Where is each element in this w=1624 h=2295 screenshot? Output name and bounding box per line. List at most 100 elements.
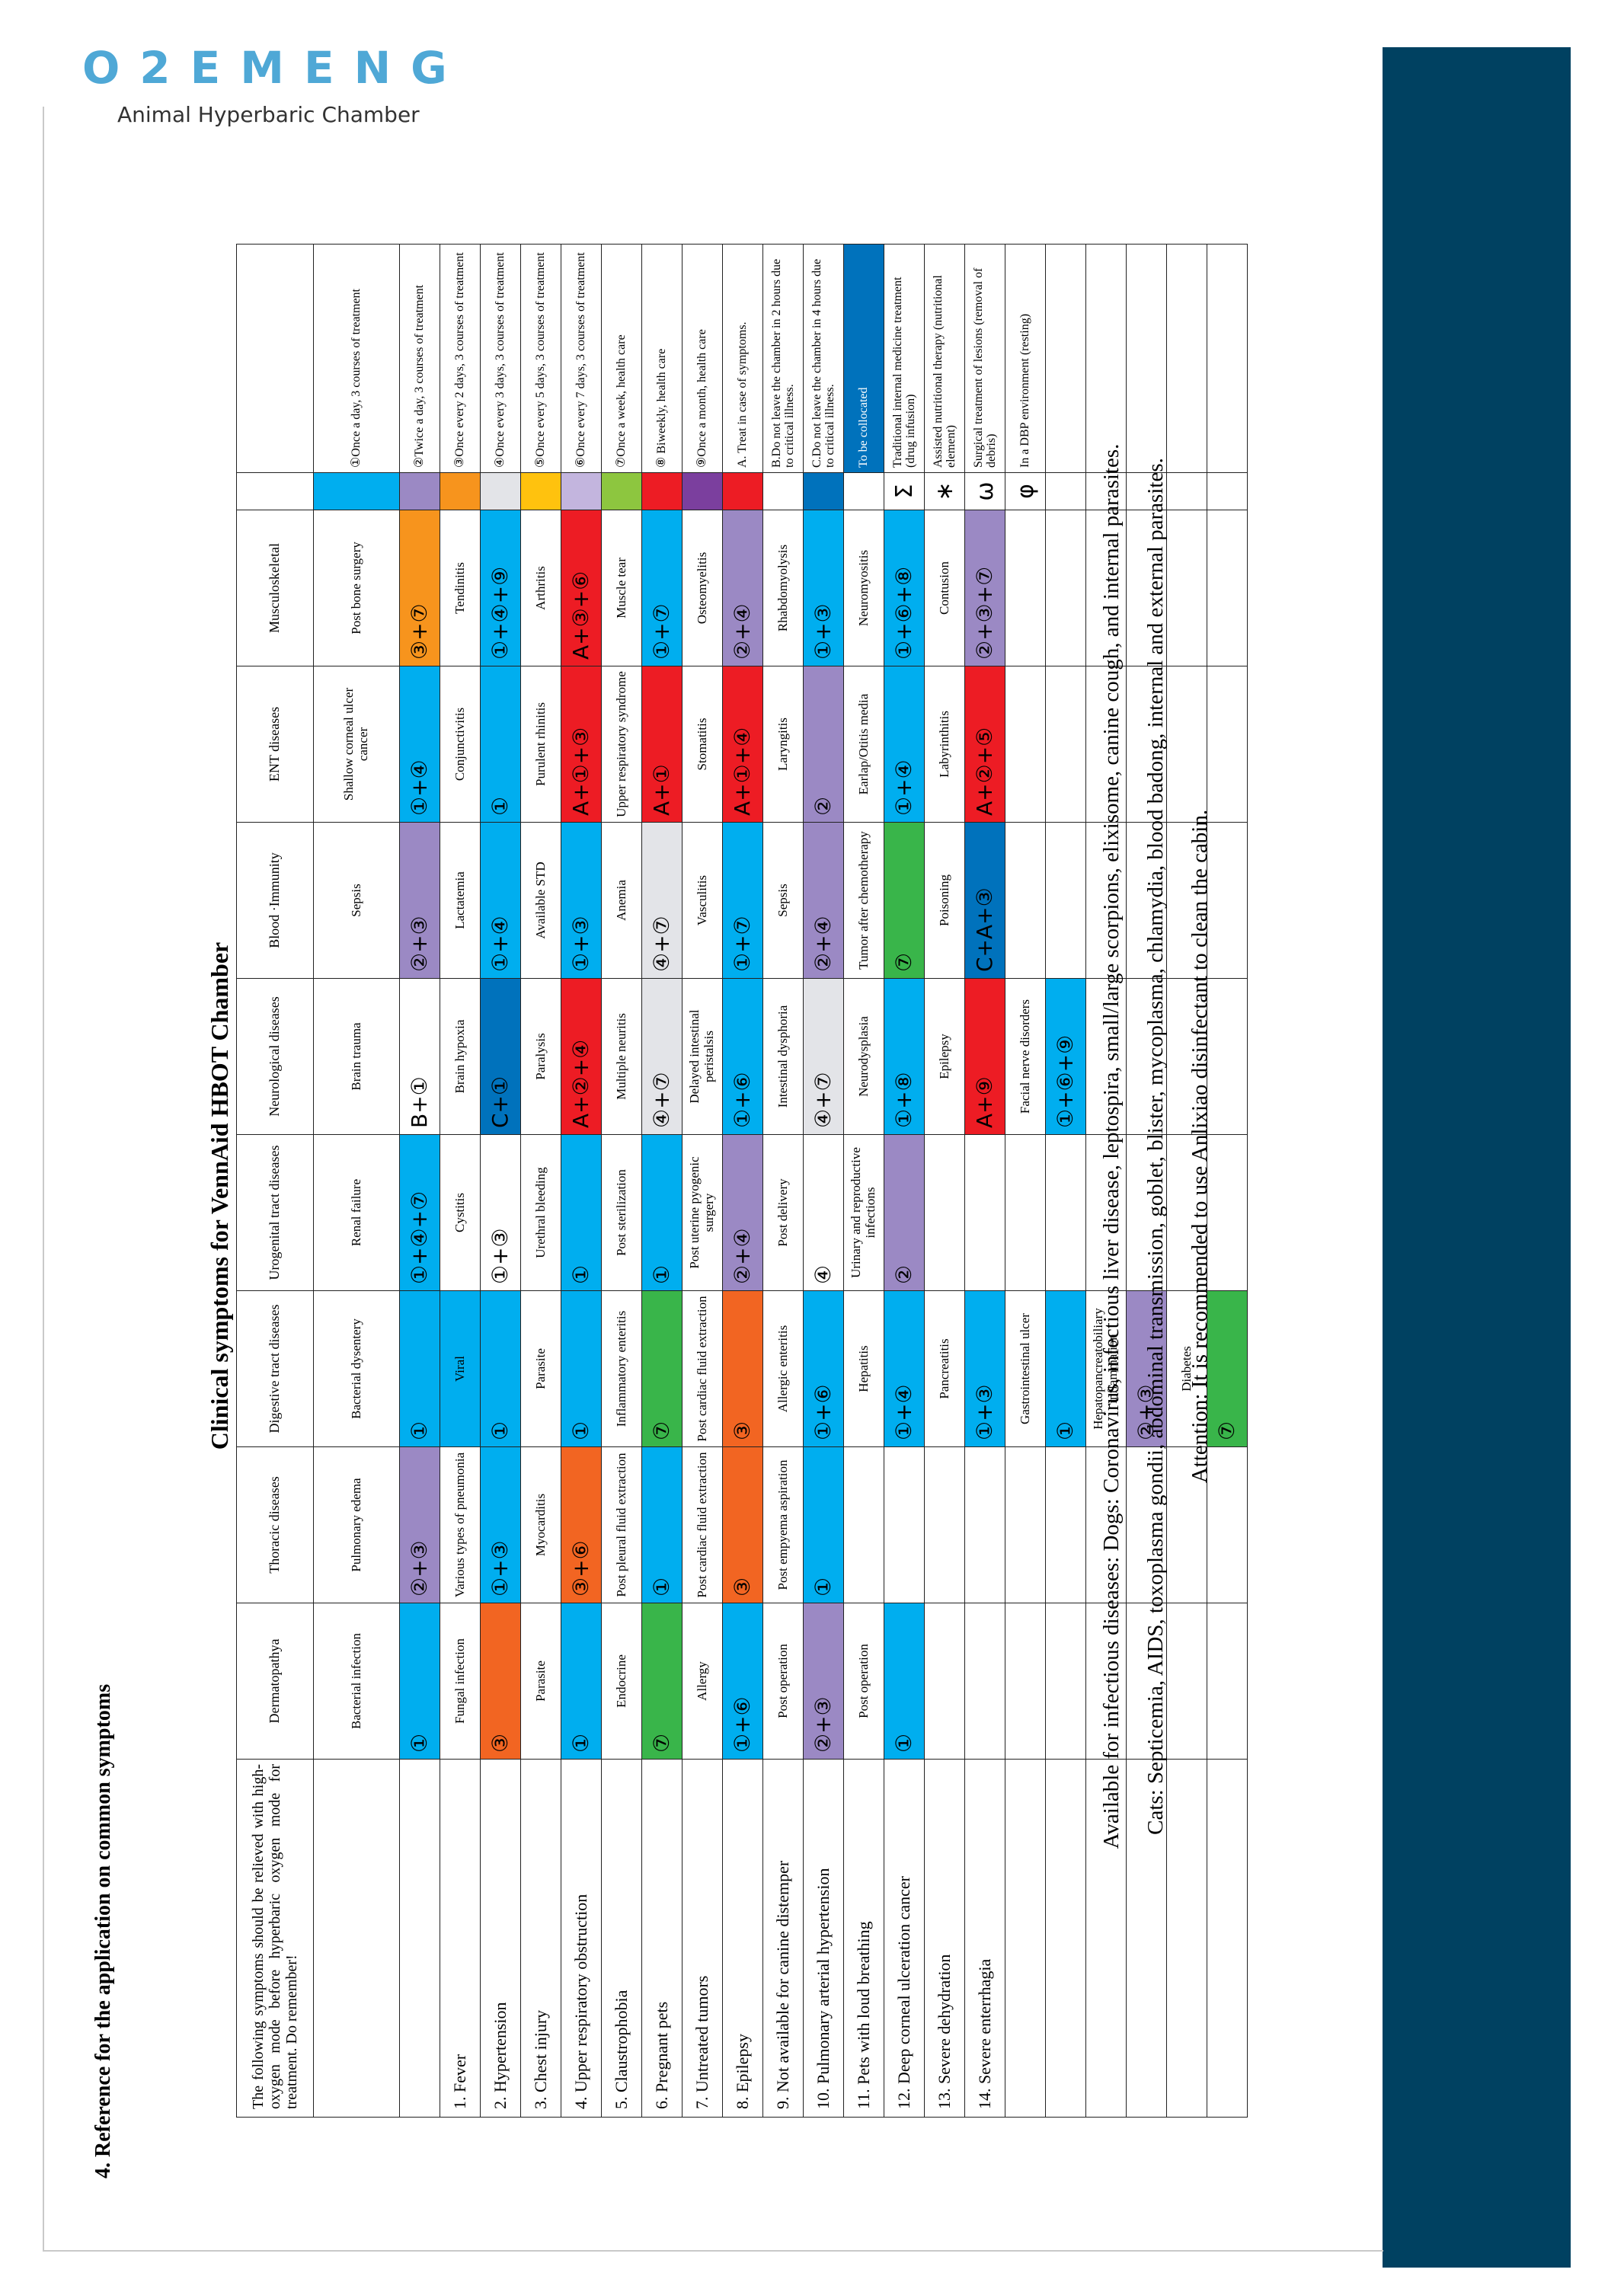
table-cell: ①+⑦ bbox=[641, 510, 683, 666]
table-cell: Allergy bbox=[682, 1603, 723, 1760]
table-row: 2. Hypertension ③ ①+③ ① ①+③ C+① ①+④ ① ①+④+⑨ ④Once… bbox=[480, 244, 521, 2118]
table-cell: ③ bbox=[722, 1290, 763, 1447]
table-cell: Bacterial dysentery bbox=[313, 1290, 400, 1447]
table-cell: Labyrinthitis bbox=[924, 666, 965, 823]
table-cell bbox=[843, 1446, 884, 1603]
table-cell: ①+④+⑨ bbox=[480, 510, 521, 666]
table-cell: ① bbox=[480, 1290, 521, 1447]
legend-swatch bbox=[601, 472, 642, 510]
table-cell: ①+③ bbox=[964, 1290, 1005, 1447]
table-row: 8. Epilepsy ①+⑥ ③ ③ ②+④ ①+⑥ ①+⑦ A+①+④ ②+④ A. Trea… bbox=[722, 244, 763, 2118]
legend-swatch: Σ bbox=[884, 472, 925, 510]
header-cell bbox=[236, 244, 314, 473]
table-cell: ① bbox=[641, 1446, 683, 1603]
legend-swatch: φ bbox=[1005, 472, 1046, 510]
legend-cell: ②Twice a day, 3 courses of treatment bbox=[399, 244, 440, 473]
legend-cell: C.Do not leave the chamber in 4 hours du… bbox=[803, 244, 844, 473]
table-row: 12. Deep corneal ulceration cancer ① ①+④ ② ①… bbox=[884, 244, 925, 2118]
header-cell: Neurological diseases bbox=[236, 978, 314, 1135]
condition-cell: 6. Pregnant pets bbox=[641, 1759, 683, 2118]
brand-name: O2EMENG bbox=[82, 42, 467, 94]
legend-cell: ⑤Once every 5 days, 3 courses of treatme… bbox=[520, 244, 561, 473]
table-cell: Delayed intestinal peristalsis bbox=[682, 978, 723, 1135]
table-cell: A+②+④ bbox=[561, 978, 602, 1135]
legend-swatch: ω bbox=[964, 472, 1005, 510]
table-cell: Brain trauma bbox=[313, 978, 400, 1135]
legend-swatch bbox=[682, 472, 723, 510]
legend-swatch bbox=[561, 472, 602, 510]
table-cell bbox=[964, 1603, 1005, 1760]
legend-swatch bbox=[399, 472, 440, 510]
condition-cell bbox=[1005, 1759, 1046, 2118]
table-row: 5. Claustrophobia Endocrine Post pleural f… bbox=[601, 244, 642, 2118]
table-cell: Parasite bbox=[520, 1603, 561, 1760]
table-cell: Post bone surgery bbox=[313, 510, 400, 666]
table-cell bbox=[1045, 666, 1086, 823]
table-cell: ①+③ bbox=[561, 822, 602, 979]
table-cell: ① bbox=[561, 1134, 602, 1291]
condition-cell: 9. Not available for canine distemper bbox=[762, 1759, 804, 2118]
table-cell bbox=[1045, 1446, 1086, 1603]
table-cell: Bacterial infection bbox=[313, 1603, 400, 1760]
table-cell: Stomatitis bbox=[682, 666, 723, 823]
table-cell: Parasite bbox=[520, 1290, 561, 1447]
table-cell: A+⑨ bbox=[964, 978, 1005, 1135]
legend-cell: ①Once a day, 3 courses of treatment bbox=[313, 244, 400, 473]
table-cell: Earlap/Otitis media bbox=[843, 666, 884, 823]
table-cell: Inflammatory enteritis bbox=[601, 1290, 642, 1447]
table-cell: Facial nerve disorders bbox=[1005, 978, 1046, 1135]
header-cell: The following symptoms should be relieve… bbox=[236, 1759, 314, 2118]
table-cell bbox=[964, 1134, 1005, 1291]
condition-cell: 14. Severe enterrhagia bbox=[964, 1759, 1005, 2118]
table-cell: ①+④ bbox=[399, 666, 440, 823]
legend-swatch bbox=[1045, 472, 1086, 510]
table-cell: ④+⑦ bbox=[803, 978, 844, 1135]
table-cell: ②+④ bbox=[722, 1134, 763, 1291]
table-cell: Available STD bbox=[520, 822, 561, 979]
legend-cell bbox=[1045, 244, 1086, 473]
table-cell: C+① bbox=[480, 978, 521, 1135]
table-cell: ① bbox=[561, 1290, 602, 1447]
table-cell: ①+③ bbox=[480, 1446, 521, 1603]
table-cell: ⑦ bbox=[641, 1603, 683, 1760]
table-cell: Neurodysplasia bbox=[843, 978, 884, 1135]
table-cell: Post delivery bbox=[762, 1134, 804, 1291]
table-row: 10. Pulmonary arterial hypertension ②+③ ① ①… bbox=[803, 244, 844, 2118]
table-cell: ② bbox=[884, 1134, 925, 1291]
condition-cell: 10. Pulmonary arterial hypertension bbox=[803, 1759, 844, 2118]
legend-swatch bbox=[803, 472, 844, 510]
legend-cell: B.Do not leave the chamber in 2 hours du… bbox=[762, 244, 804, 473]
table-cell: ④+⑦ bbox=[641, 978, 683, 1135]
table-cell bbox=[1005, 666, 1046, 823]
table-cell: ①+⑧ bbox=[884, 978, 925, 1135]
table-row: 1. Fever Fungal infection Various types of… bbox=[440, 244, 481, 2118]
table-cell: Cystitis bbox=[440, 1134, 481, 1291]
condition-cell: 5. Claustrophobia bbox=[601, 1759, 642, 2118]
table-header-row: The following symptoms should be relieve… bbox=[236, 244, 314, 2118]
table-cell bbox=[1045, 1134, 1086, 1291]
table-cell: Gastrointestinal ulcer bbox=[1005, 1290, 1046, 1447]
frame-line-left bbox=[43, 107, 44, 2251]
brand-subtitle: Animal Hyperbaric Chamber bbox=[117, 102, 420, 127]
legend-cell: In a DBP environment (resting) bbox=[1005, 244, 1046, 473]
table-cell: Viral bbox=[440, 1290, 481, 1447]
table-cell: Sepsis bbox=[762, 822, 804, 979]
brand-logo: O2EMENG Animal Hyperbaric Chamber bbox=[82, 46, 467, 127]
legend-swatch: ∗ bbox=[924, 472, 965, 510]
table-cell: ① bbox=[399, 1603, 440, 1760]
condition-cell bbox=[1045, 1759, 1086, 2118]
header-cell: Blood ·Immunity bbox=[236, 822, 314, 979]
table-cell: Various types of pneumonia bbox=[440, 1446, 481, 1603]
table-cell bbox=[1005, 822, 1046, 979]
table-cell: ① bbox=[641, 1134, 683, 1291]
table-row: 9. Not available for canine distemper Pos… bbox=[762, 244, 804, 2118]
table-cell: Fungal infection bbox=[440, 1603, 481, 1760]
table-row: Gastrointestinal ulcer Facial nerve disor… bbox=[1005, 244, 1046, 2118]
header-cell: Musculoskeletal bbox=[236, 510, 314, 666]
condition-cell: 1. Fever bbox=[440, 1759, 481, 2118]
table-cell: A+① bbox=[641, 666, 683, 823]
table-cell: Post uterine pyogenic surgery bbox=[682, 1134, 723, 1291]
legend-cell: To be collocated bbox=[843, 244, 884, 473]
table-cell: ①+④ bbox=[480, 822, 521, 979]
table-cell: Tendinitis bbox=[440, 510, 481, 666]
